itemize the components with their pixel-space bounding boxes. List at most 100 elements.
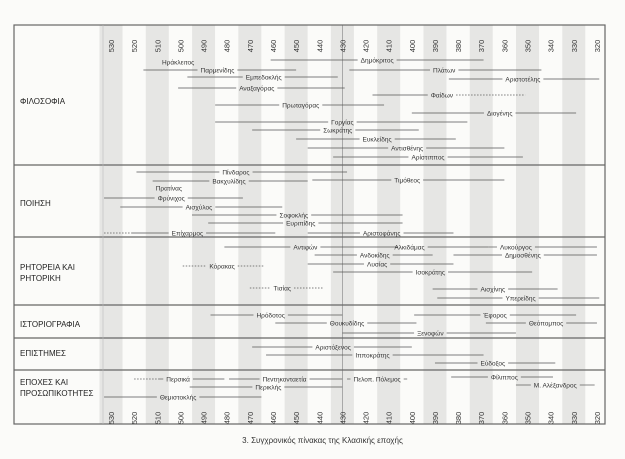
- bottom-tick-label: 360: [500, 412, 509, 425]
- bottom-tick-label: 440: [315, 412, 324, 425]
- bottom-tick-label: 520: [130, 412, 139, 425]
- timeline-entry: Ηρόδοτος: [210, 312, 343, 320]
- timeline-entry: Λυσίας: [307, 261, 454, 269]
- timeline-entry: Ξενοφών: [342, 330, 516, 338]
- person-label: Πρατίνας: [156, 185, 182, 193]
- timeline-entry: Ισοκράτης: [333, 269, 533, 277]
- person-label: Ηρόδοτος: [256, 312, 284, 320]
- person-label: Τισίας: [273, 285, 291, 293]
- figure-caption: 3. Συγχρονικός πίνακας της Κλασικής εποχ…: [242, 436, 403, 445]
- timeline-entry: Κόρακας: [182, 263, 264, 271]
- person-label: Δημόκριτος: [361, 57, 394, 65]
- timeline-entry: Ανδοκίδης: [314, 252, 433, 260]
- person-label: Πεντηκονταετία: [263, 376, 307, 384]
- column-stripe: [238, 25, 262, 424]
- person-label: Διογένης: [487, 110, 513, 118]
- timeline-entry: Δημόκριτος: [270, 57, 484, 65]
- person-label: Εμπεδοκλής: [246, 75, 282, 82]
- person-label: Φίλιππος: [491, 374, 518, 382]
- top-tick-label: 350: [524, 40, 533, 53]
- person-label: Αναξαγόρας: [239, 85, 274, 93]
- column-stripe: [516, 25, 540, 424]
- timeline-entry: Δημοσθένης: [453, 252, 597, 260]
- top-tick-label: 500: [176, 40, 185, 53]
- top-tick-label: 360: [500, 40, 509, 53]
- timeline-entry: Εύδοξος: [434, 360, 556, 368]
- timeline-entry: Τιμόθεος: [312, 177, 505, 185]
- timeline-entry: Έφορος: [414, 313, 577, 320]
- timeline-entry: Παρμενίδης: [143, 67, 297, 75]
- person-label: Ηράκλειτος: [162, 59, 194, 67]
- bottom-tick-label: 390: [431, 412, 440, 425]
- person-label: Θουκυδίδης: [330, 320, 364, 328]
- bottom-tick-label: 490: [200, 412, 209, 425]
- bottom-tick-label: 460: [269, 412, 278, 425]
- timeline-entry: Λυκούργος: [488, 244, 597, 252]
- person-label: Ισοκράτης: [416, 269, 445, 277]
- bottom-tick-label: 330: [570, 412, 579, 425]
- column-stripe: [192, 25, 216, 424]
- person-label: Πελοπ. Πόλεμος: [354, 376, 401, 384]
- person-label: Αριστοτέλης: [505, 76, 540, 84]
- person-label: Υπερείδης: [506, 295, 536, 303]
- timeline-entry: Βακχυλίδης: [152, 178, 308, 186]
- timeline-entry: Τισίας: [249, 285, 324, 293]
- bottom-tick-label: 530: [107, 412, 116, 425]
- person-label: Αριστόξενος: [315, 344, 350, 352]
- timeline-entry: Εμπεδοκλής: [187, 75, 338, 82]
- table-border: [13, 24, 606, 425]
- top-tick-label: 410: [385, 40, 394, 53]
- bottom-tick-label: 500: [176, 412, 185, 425]
- top-tick-label: 490: [200, 40, 209, 53]
- person-label: Λυσίας: [367, 261, 387, 269]
- person-label: Σωκράτης: [323, 127, 352, 135]
- column-stripe: [377, 25, 401, 424]
- person-label: Τιμόθεος: [394, 177, 420, 185]
- category-label: ΦΙΛΟΣΟΦΙΑ: [20, 97, 66, 106]
- person-label: Πίνδαρος: [222, 169, 249, 177]
- top-tick-label: 480: [223, 40, 232, 53]
- timeline-entry: Επίχαρμος: [104, 230, 276, 238]
- timeline-entry: Θεμιστοκλής: [104, 395, 262, 402]
- top-tick-label: 470: [246, 40, 255, 53]
- top-tick-label: 460: [269, 40, 278, 53]
- bottom-tick-label: 350: [524, 412, 533, 425]
- person-label: Πλάτων: [433, 67, 455, 75]
- top-tick-label: 380: [454, 40, 463, 53]
- timeline-entry: Περικλής: [189, 385, 343, 392]
- top-tick-label: 510: [153, 40, 162, 53]
- category-label: ΕΠΟΧΕΣ ΚΑΙ ΠΡΟΣΩΠΙΚΟΤΗΤΕΣ: [20, 378, 94, 398]
- person-label: Θεμιστοκλής: [160, 395, 197, 402]
- bottom-tick-label: 320: [593, 412, 602, 425]
- timeline-entry: Πελοπ. Πόλεμος: [347, 376, 408, 384]
- timeline-entry: Πρατίνας: [156, 185, 182, 193]
- person-label: Ξενοφών: [417, 330, 444, 338]
- top-tick-label: 340: [547, 40, 556, 53]
- timeline-entry: Γοργίας: [215, 119, 468, 127]
- column-stripe: [284, 25, 308, 424]
- bottom-tick-label: 480: [223, 412, 232, 425]
- bottom-tick-label: 340: [547, 412, 556, 425]
- timeline-entry: Σοφοκλής: [191, 213, 403, 220]
- top-tick-label: 330: [570, 40, 579, 53]
- person-label: Λυκούργος: [500, 244, 532, 252]
- top-tick-label: 420: [362, 40, 371, 53]
- timeline-entry: Αριστόξενος: [252, 344, 412, 352]
- top-tick-label: 390: [431, 40, 440, 53]
- person-label: Πρωταγόρας: [282, 102, 319, 110]
- column-stripe: [562, 25, 586, 424]
- person-label: Ανδοκίδης: [360, 252, 390, 260]
- timeline-entry: Πλάτων: [349, 67, 542, 75]
- top-tick-label: 530: [107, 40, 116, 53]
- bottom-tick-label: 450: [292, 412, 301, 425]
- person-label: Φρύνιχος: [158, 195, 185, 203]
- person-label: Θεόπομπος: [529, 320, 563, 328]
- timeline-entry: Περσικά: [134, 376, 225, 384]
- top-tick-label: 400: [408, 40, 417, 53]
- person-label: Επίχαρμος: [172, 230, 203, 238]
- timeline-entry: Ηράκλειτος: [162, 59, 194, 67]
- person-label: Αντισθένης: [391, 145, 423, 153]
- timeline-entry: Αισχίνης: [432, 286, 558, 294]
- column-stripe: [99, 25, 123, 424]
